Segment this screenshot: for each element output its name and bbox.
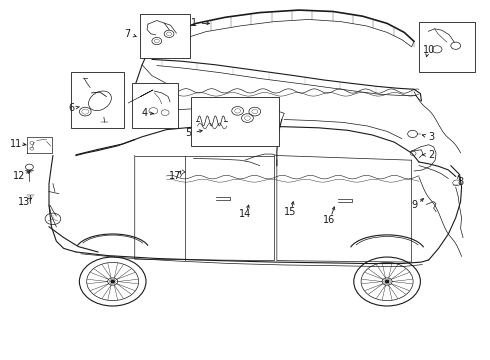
Text: 13: 13	[19, 197, 30, 207]
Text: 1: 1	[191, 18, 196, 28]
Text: 7: 7	[124, 29, 130, 39]
Text: 11: 11	[10, 139, 22, 149]
Circle shape	[386, 280, 389, 283]
Bar	[140, 14, 190, 58]
Text: 16: 16	[323, 215, 336, 225]
Text: 14: 14	[239, 209, 251, 219]
Text: 17: 17	[169, 171, 182, 181]
Text: 15: 15	[284, 207, 297, 217]
Bar	[191, 97, 279, 146]
Text: 10: 10	[422, 45, 435, 55]
Text: 6: 6	[68, 103, 74, 113]
Text: 4: 4	[142, 108, 147, 118]
Text: 8: 8	[458, 177, 464, 187]
Text: 2: 2	[428, 150, 434, 160]
Text: 12: 12	[13, 171, 26, 181]
Text: 5: 5	[186, 128, 192, 138]
Text: 3: 3	[428, 132, 434, 142]
Bar	[71, 72, 124, 128]
Bar	[419, 22, 475, 72]
Text: 9: 9	[411, 200, 417, 210]
Bar	[132, 83, 178, 128]
Circle shape	[111, 280, 114, 283]
